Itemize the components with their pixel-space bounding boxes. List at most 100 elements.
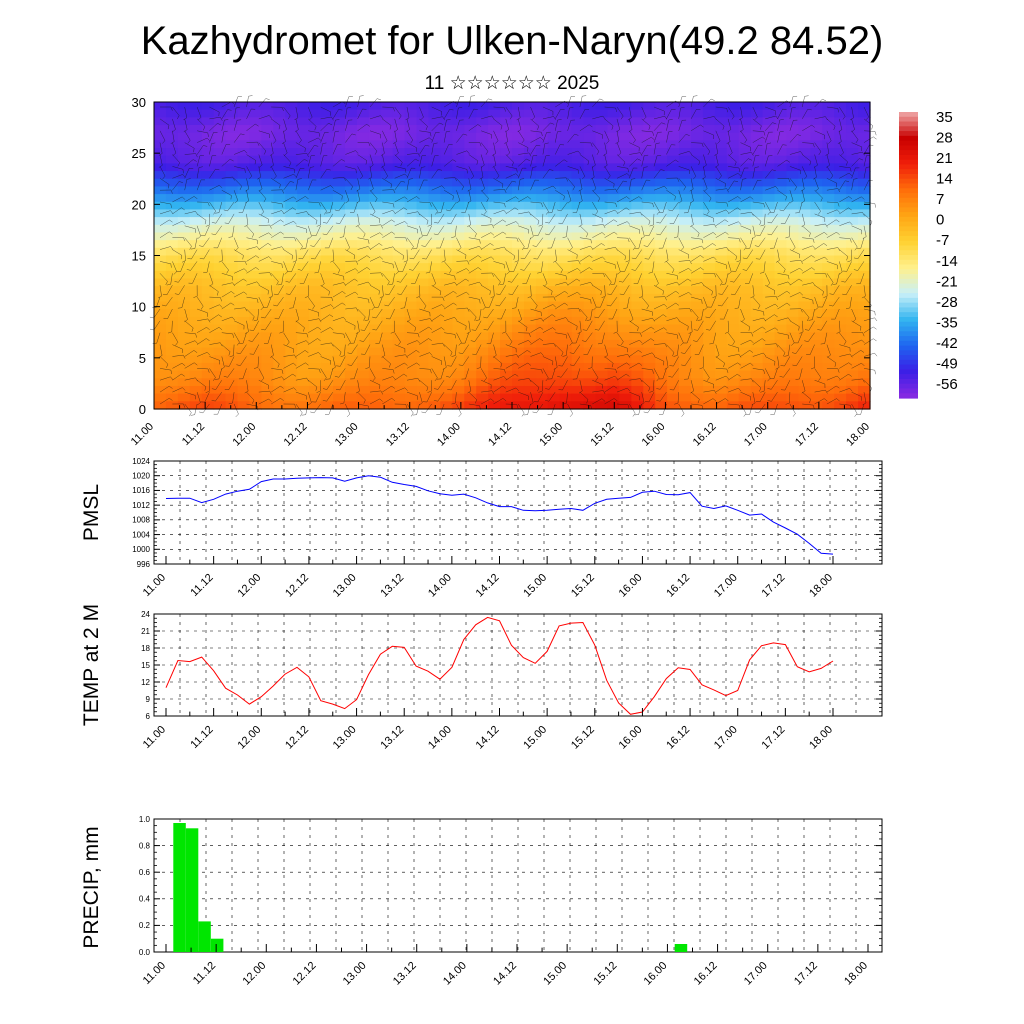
wind-barb xyxy=(542,155,547,167)
heatmap-cell xyxy=(535,355,549,364)
wind-barb xyxy=(551,237,556,249)
heatmap-cell xyxy=(249,155,262,164)
heatmap-cell xyxy=(380,378,394,387)
heatmap-cell xyxy=(822,370,835,379)
wind-barb-feather xyxy=(219,304,223,308)
wind-barb-feather xyxy=(589,255,593,258)
heatmap-cell xyxy=(738,347,752,356)
heatmap-cell xyxy=(452,186,465,195)
wind-barb-feather xyxy=(699,367,704,370)
wind-barb xyxy=(690,178,694,190)
heatmap-cell xyxy=(476,102,489,111)
heatmap-cell xyxy=(297,232,310,241)
wind-barb-feather xyxy=(794,186,797,191)
heatmap-cell xyxy=(356,355,370,364)
wind-barb xyxy=(616,154,626,163)
heatmap-cell xyxy=(452,163,465,172)
heatmap-cell xyxy=(404,401,418,410)
wind-barb xyxy=(653,303,665,310)
heatmap-cell xyxy=(428,393,441,402)
heatmap-cell xyxy=(237,125,251,134)
heatmap-cell xyxy=(344,232,358,241)
heatmap-cell xyxy=(810,385,823,395)
wind-barb-feather xyxy=(169,231,173,235)
wind-barb xyxy=(653,327,664,333)
heatmap-cell xyxy=(213,293,227,303)
wind-barb xyxy=(530,326,541,333)
heatmap-cell xyxy=(523,102,537,111)
heatmap-cell xyxy=(559,148,573,157)
heatmap-cell xyxy=(547,385,561,395)
wind-barb-feather xyxy=(500,363,503,368)
wind-barb xyxy=(369,224,381,227)
heatmap-cell xyxy=(368,316,382,326)
heatmap-cell xyxy=(476,247,489,257)
wind-barb xyxy=(382,106,394,108)
heatmap-cell xyxy=(810,401,823,410)
heatmap-cell xyxy=(607,362,620,372)
wind-barb xyxy=(159,210,171,215)
heatmap-cell xyxy=(309,155,322,164)
wind-barb xyxy=(567,120,572,131)
wind-barb xyxy=(740,196,751,203)
wind-barb xyxy=(320,143,323,155)
wind-barb xyxy=(406,168,412,179)
wind-barb-feather xyxy=(623,180,628,183)
wind-barb-feather xyxy=(423,305,427,310)
wind-barb xyxy=(512,285,519,295)
wind-barb xyxy=(555,109,561,120)
heatmap-cell xyxy=(822,378,835,387)
wind-barb-feather xyxy=(855,139,859,144)
heatmap-cell xyxy=(416,378,430,387)
heatmap-cell xyxy=(846,362,859,372)
wind-barb xyxy=(611,285,618,295)
wind-barb-feather xyxy=(427,224,432,227)
wind-barb-feather xyxy=(281,369,284,374)
heatmap-cell xyxy=(488,362,501,372)
wind-barb-feather xyxy=(405,168,407,173)
wind-barb-feather xyxy=(477,267,482,271)
heatmap-cell xyxy=(392,263,406,272)
wind-barb-feather xyxy=(502,231,507,235)
heatmap-cell xyxy=(667,148,680,157)
wind-barb xyxy=(678,249,689,255)
heatmap-cell xyxy=(225,332,239,341)
heatmap-cell xyxy=(249,324,262,333)
wind-barb xyxy=(740,152,752,155)
heatmap-cell xyxy=(225,286,239,295)
heatmap-cell xyxy=(691,316,704,326)
wind-barb xyxy=(218,201,223,213)
heatmap-cell xyxy=(476,339,489,349)
wind-barb xyxy=(184,211,196,215)
heatmap-cell xyxy=(786,240,799,249)
heatmap-cell xyxy=(523,278,537,287)
wind-barb xyxy=(493,344,497,356)
heatmap-cell xyxy=(321,301,334,310)
wind-barb-feather xyxy=(470,340,475,342)
wind-barb-feather xyxy=(206,327,210,330)
heatmap-cell xyxy=(738,362,752,372)
wind-barb xyxy=(505,180,513,191)
heatmap-cell xyxy=(488,102,501,111)
heatmap-cell xyxy=(774,362,788,372)
wind-barb xyxy=(715,261,727,266)
heatmap-cell xyxy=(607,355,620,364)
wind-barb xyxy=(252,332,259,342)
wind-barb xyxy=(338,201,346,212)
heatmap-cell xyxy=(559,385,573,395)
heatmap-cell xyxy=(285,309,298,318)
heatmap-cell xyxy=(356,201,370,211)
heatmap-cell xyxy=(535,186,549,195)
heatmap-cell xyxy=(189,378,203,387)
heatmap-cell xyxy=(297,324,310,333)
heatmap-cell xyxy=(440,286,453,295)
heatmap-cell xyxy=(249,255,262,264)
wind-barb xyxy=(480,98,489,108)
heatmap-cell xyxy=(726,102,740,111)
wind-barb-feather xyxy=(719,282,723,286)
wind-barb xyxy=(159,154,163,166)
heatmap-cell xyxy=(285,125,298,134)
heatmap-cell xyxy=(177,163,191,172)
wind-barb xyxy=(401,285,408,295)
heatmap-cell xyxy=(810,324,823,333)
